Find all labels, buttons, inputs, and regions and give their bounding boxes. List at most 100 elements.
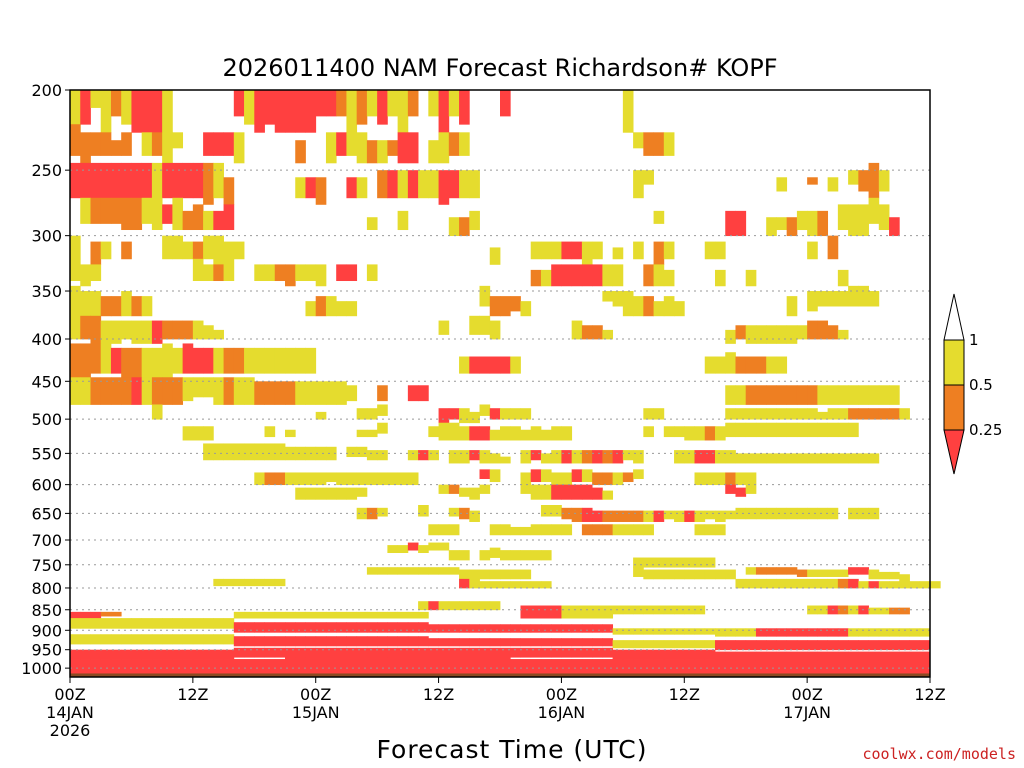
ri-cell — [663, 668, 675, 674]
ri-cell — [151, 649, 163, 660]
ri-cell — [448, 90, 460, 117]
ri-cell — [663, 569, 675, 580]
ri-cell — [407, 636, 419, 647]
ri-cell — [172, 162, 184, 199]
ri-cell — [540, 668, 552, 674]
ri-cell — [663, 557, 675, 568]
y-tick-label: 300 — [31, 227, 62, 246]
ri-cell — [469, 315, 480, 335]
ri-cell — [776, 177, 788, 192]
ri-cell — [244, 443, 255, 461]
ri-cell — [786, 296, 798, 317]
ri-cell — [459, 170, 470, 199]
ri-cell — [715, 651, 726, 662]
x-tick-label: 16JAN — [538, 703, 586, 722]
ri-cell — [336, 636, 347, 647]
ri-cell — [827, 235, 839, 260]
ri-cell — [336, 622, 347, 633]
ri-cell — [428, 601, 439, 611]
ri-cell — [663, 628, 675, 635]
ri-cell — [817, 320, 829, 340]
ri-cell — [469, 450, 480, 461]
ri-cell — [489, 469, 501, 483]
ri-cell — [643, 640, 654, 649]
ri-cell — [633, 170, 644, 199]
ri-cell — [264, 472, 276, 486]
ri-cell — [438, 624, 450, 633]
ri-cell — [500, 426, 511, 441]
ri-cell — [571, 469, 583, 483]
ri-cell — [448, 657, 460, 669]
ri-cell — [325, 611, 337, 619]
ri-cell — [264, 659, 276, 669]
ri-cell — [305, 381, 317, 405]
ri-cell — [530, 550, 542, 561]
ri-cell — [715, 269, 726, 287]
ri-cell — [459, 487, 470, 497]
ri-cell — [540, 429, 552, 441]
ri-cell — [489, 581, 501, 589]
ri-cell — [407, 647, 419, 658]
ri-cell — [418, 505, 429, 517]
ri-cell — [817, 569, 829, 577]
ri-cell — [356, 622, 368, 633]
ri-cell — [295, 446, 306, 461]
ri-cell — [110, 140, 122, 156]
ri-cell — [571, 659, 583, 669]
ri-cell — [70, 668, 81, 674]
ri-cell — [612, 649, 624, 660]
ri-cell — [653, 408, 665, 420]
ri-cell — [479, 450, 491, 464]
ri-cell — [285, 647, 296, 658]
ri-cell — [356, 636, 368, 647]
ri-cell — [837, 204, 849, 231]
ri-cell — [581, 264, 593, 287]
ri-cell — [90, 315, 102, 344]
ri-cell — [592, 524, 603, 536]
ri-cell — [684, 426, 695, 441]
ri-cell — [807, 660, 818, 669]
ri-cell — [141, 347, 153, 378]
ri-cell — [131, 197, 143, 231]
ri-cell — [346, 90, 358, 133]
ri-cell — [305, 472, 317, 486]
ri-cell — [540, 469, 552, 483]
ri-cell — [500, 581, 511, 589]
ri-cell — [571, 647, 583, 658]
y-tick-label: 1000 — [21, 659, 62, 678]
ri-cell — [878, 651, 890, 662]
ri-cell — [776, 507, 788, 520]
ri-cell — [469, 624, 480, 633]
ri-cell — [172, 377, 184, 405]
ri-cell — [162, 377, 173, 405]
ri-cell — [735, 578, 747, 589]
ri-cell — [346, 611, 358, 619]
ri-cell — [848, 628, 859, 637]
ri-cell — [192, 162, 204, 199]
ri-cell — [520, 550, 532, 561]
x-tick-label: 00Z — [791, 685, 822, 704]
ri-cell — [203, 235, 214, 260]
ri-cell — [428, 450, 439, 461]
ri-cell — [633, 132, 644, 149]
ri-cell — [459, 356, 470, 374]
ri-cell — [807, 385, 818, 405]
ri-cell — [694, 649, 706, 660]
ri-cell — [633, 659, 644, 669]
ri-cell — [868, 651, 880, 662]
ri-cell — [817, 453, 829, 464]
ri-cell — [674, 649, 685, 660]
credit-link[interactable]: coolwx.com/models — [862, 745, 1016, 763]
x-tick-label: 12Z — [669, 685, 700, 704]
ri-cell — [325, 381, 337, 405]
ri-cell — [80, 291, 91, 317]
ri-cell — [633, 450, 644, 464]
ri-cell — [704, 659, 716, 669]
ri-cell — [438, 601, 450, 611]
ri-cell — [489, 638, 501, 647]
ri-cell — [878, 668, 890, 674]
ri-cell — [715, 241, 726, 260]
ri-cell — [786, 422, 798, 438]
ri-cell — [264, 611, 276, 619]
ri-cell — [755, 578, 767, 589]
